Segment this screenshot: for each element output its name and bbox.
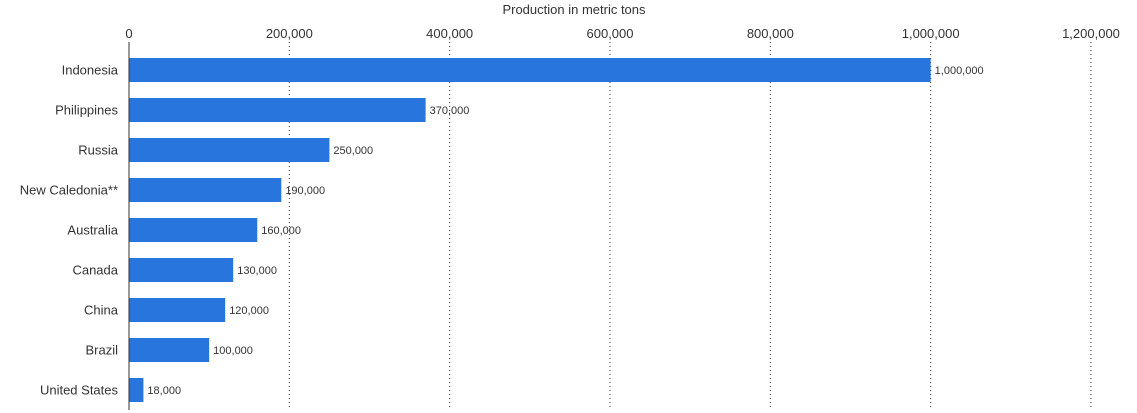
y-axis-categories: Indonesia Philippines Russia New Caledonia*…: [20, 63, 119, 398]
data-labels: 1,000,000 370,000 250,000 190,000 160,000 130…: [147, 65, 983, 397]
x-tick-label: 0: [125, 26, 132, 41]
bar: [129, 138, 330, 162]
data-label: 1,000,000: [935, 65, 984, 77]
category-label: Philippines: [55, 103, 118, 118]
bar: [129, 378, 144, 402]
data-label: 250,000: [333, 145, 373, 157]
data-label: 190,000: [285, 185, 325, 197]
gridlines: [288, 42, 1092, 410]
x-tick-label: 200,000: [266, 26, 313, 41]
x-tick-label: 1,200,000: [1062, 26, 1120, 41]
bar: [129, 58, 931, 82]
bar: [129, 98, 426, 122]
category-label: Australia: [67, 223, 118, 238]
data-label: 18,000: [147, 385, 181, 397]
bar: [129, 258, 234, 282]
x-axis-ticks: 0 200,000 400,000 600,000 800,000 1,000,000 1,…: [125, 26, 1120, 41]
bars: [129, 58, 931, 402]
bar: [129, 178, 282, 202]
category-label: New Caledonia**: [20, 183, 118, 198]
bar: [129, 338, 210, 362]
bar: [129, 218, 258, 242]
category-label: Indonesia: [62, 63, 119, 78]
data-label: 370,000: [430, 105, 470, 117]
bar: [129, 298, 226, 322]
x-tick-label: 1,000,000: [902, 26, 960, 41]
x-tick-label: 600,000: [587, 26, 634, 41]
data-label: 160,000: [261, 225, 301, 237]
category-label: China: [84, 303, 119, 318]
data-label: 120,000: [229, 305, 269, 317]
category-label: United States: [40, 383, 119, 398]
data-label: 100,000: [213, 345, 253, 357]
data-label: 130,000: [237, 265, 277, 277]
category-label: Canada: [72, 263, 118, 278]
x-axis-title: Production in metric tons: [502, 2, 646, 17]
x-tick-label: 800,000: [747, 26, 794, 41]
category-label: Russia: [78, 143, 119, 158]
category-label: Brazil: [85, 343, 118, 358]
x-tick-label: 400,000: [426, 26, 473, 41]
